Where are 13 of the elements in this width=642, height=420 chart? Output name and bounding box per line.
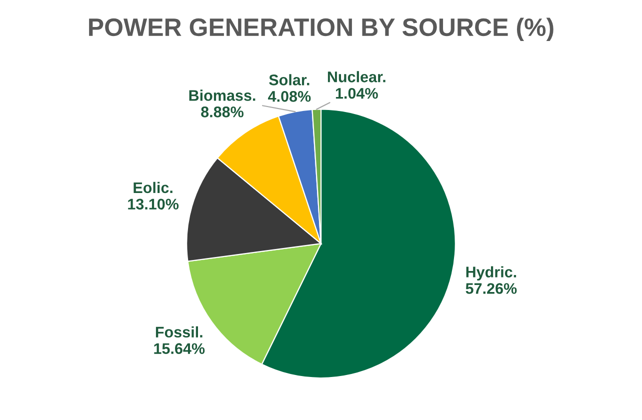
slice-label: Nuclear. <box>328 71 386 82</box>
slice-label: Biomass. <box>189 90 256 101</box>
chart-title: POWER GENERATION BY SOURCE (%) <box>89 18 554 42</box>
data-label: 13.10% <box>128 198 179 210</box>
data-label: 57.26% <box>466 283 517 294</box>
slice-label: Fossil. <box>156 326 202 338</box>
slice-label: Eolic. <box>134 182 172 194</box>
slice-label: Solar. <box>269 74 310 86</box>
slice-label: Hydric. <box>466 266 516 280</box>
data-label: 1.04% <box>336 88 378 99</box>
data-label: 8.88% <box>201 106 244 118</box>
data-label: 15.64% <box>154 343 205 354</box>
data-label: 4.08% <box>268 91 311 102</box>
